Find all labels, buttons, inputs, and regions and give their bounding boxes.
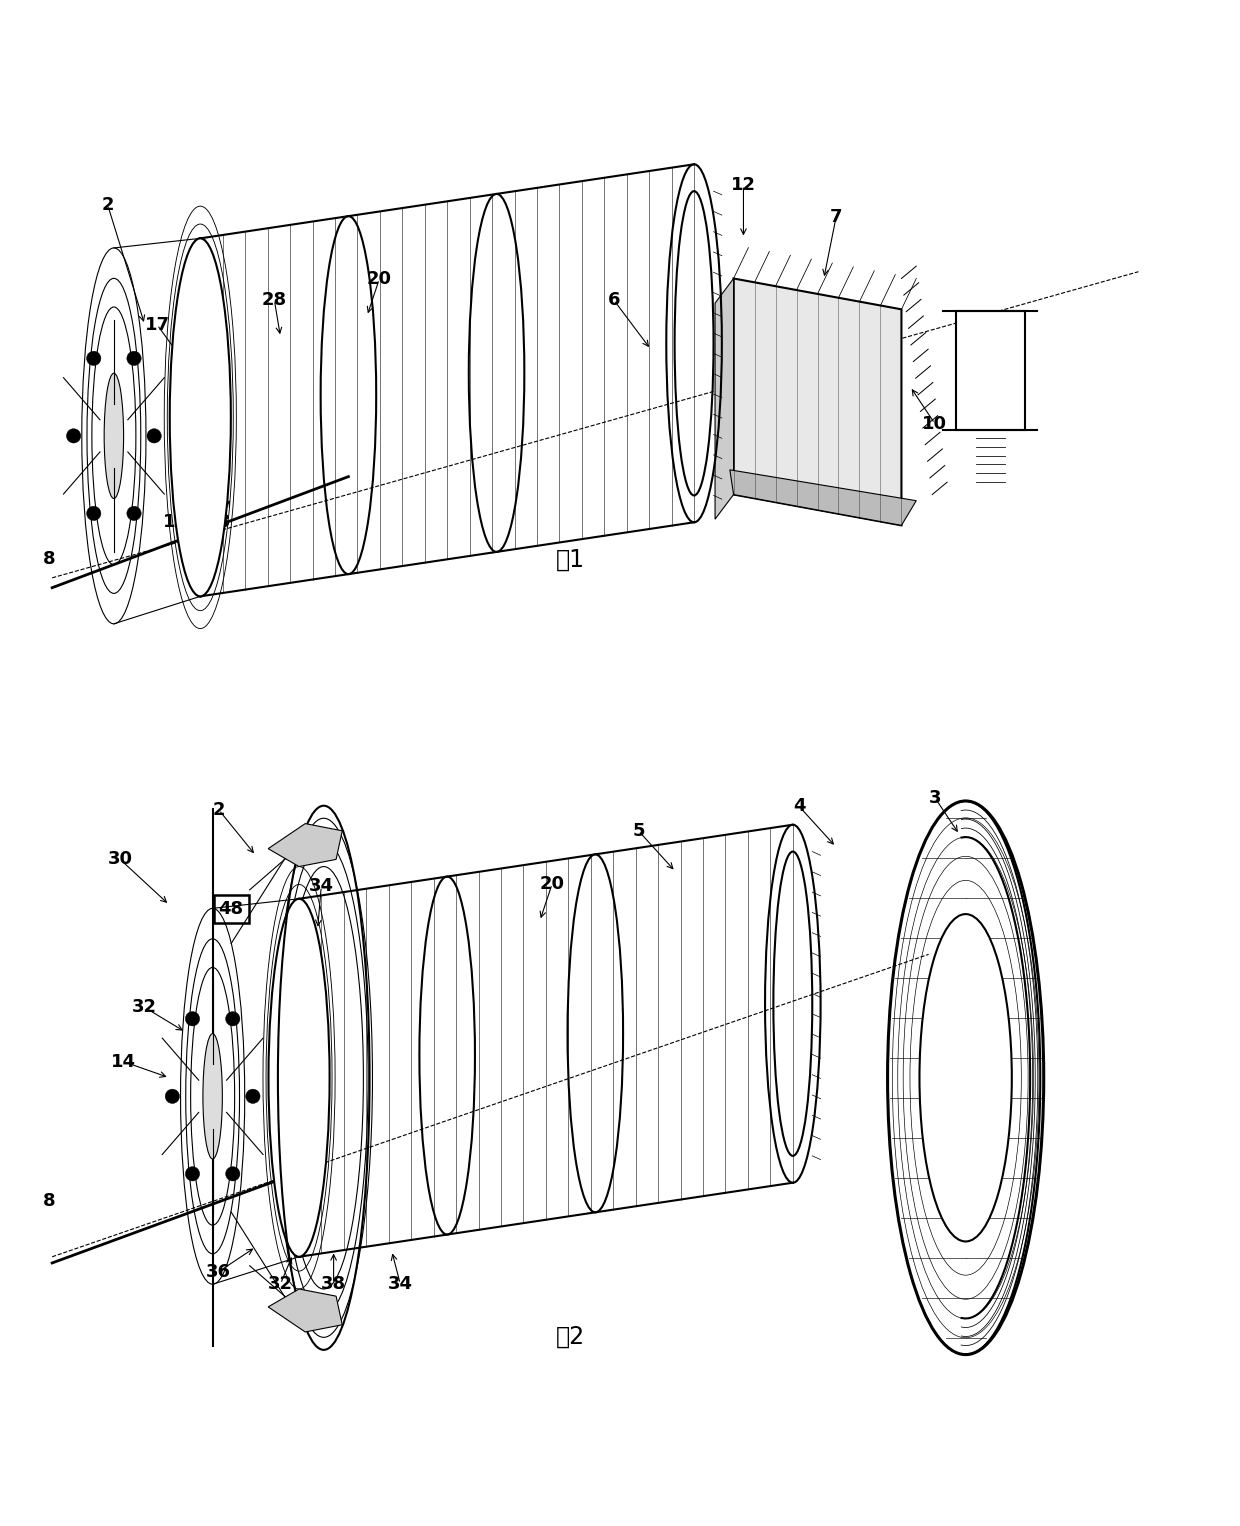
Text: 48: 48 — [218, 900, 244, 917]
Circle shape — [246, 1090, 260, 1103]
Ellipse shape — [104, 374, 124, 499]
Text: 20: 20 — [367, 270, 392, 288]
Circle shape — [185, 1167, 200, 1181]
Text: 4: 4 — [792, 797, 805, 815]
Circle shape — [126, 507, 141, 520]
Polygon shape — [734, 278, 901, 525]
Circle shape — [87, 507, 100, 520]
Polygon shape — [715, 278, 734, 519]
Text: 2: 2 — [212, 801, 224, 819]
Text: 17: 17 — [145, 316, 170, 334]
Circle shape — [165, 1090, 180, 1103]
Circle shape — [226, 1012, 239, 1025]
Circle shape — [87, 351, 100, 366]
Text: 28: 28 — [262, 291, 286, 310]
Text: 32: 32 — [268, 1274, 293, 1293]
Text: 19: 19 — [181, 316, 207, 334]
Text: 12: 12 — [730, 177, 756, 194]
Text: 18: 18 — [206, 513, 232, 531]
Text: 8: 8 — [43, 1192, 56, 1210]
Text: 30: 30 — [108, 850, 133, 868]
Text: 34: 34 — [388, 1274, 413, 1293]
Polygon shape — [730, 470, 916, 525]
Polygon shape — [268, 1289, 342, 1332]
Text: 36: 36 — [206, 1262, 232, 1280]
Text: 14: 14 — [112, 1053, 136, 1071]
Text: 图2: 图2 — [556, 1325, 585, 1349]
Circle shape — [148, 429, 161, 443]
FancyBboxPatch shape — [956, 311, 1025, 430]
Circle shape — [126, 351, 141, 366]
Text: 10: 10 — [923, 415, 947, 432]
Text: 38: 38 — [321, 1274, 346, 1293]
Text: 16: 16 — [164, 513, 188, 531]
Circle shape — [185, 1012, 200, 1025]
Ellipse shape — [920, 914, 1012, 1242]
Text: 5: 5 — [632, 823, 645, 839]
Text: 6: 6 — [608, 291, 620, 310]
Text: 8: 8 — [43, 551, 56, 568]
Circle shape — [67, 429, 81, 443]
Text: 14: 14 — [187, 534, 213, 552]
Text: 34: 34 — [309, 877, 334, 896]
Text: 3: 3 — [929, 789, 941, 807]
Text: 32: 32 — [133, 998, 157, 1016]
Text: 图1: 图1 — [556, 548, 585, 571]
Ellipse shape — [203, 1033, 222, 1158]
Text: 2: 2 — [102, 195, 114, 214]
Ellipse shape — [170, 238, 231, 597]
Circle shape — [226, 1167, 239, 1181]
Text: 7: 7 — [830, 209, 842, 226]
Ellipse shape — [269, 899, 330, 1257]
Text: 20: 20 — [539, 874, 564, 893]
Polygon shape — [268, 824, 342, 867]
